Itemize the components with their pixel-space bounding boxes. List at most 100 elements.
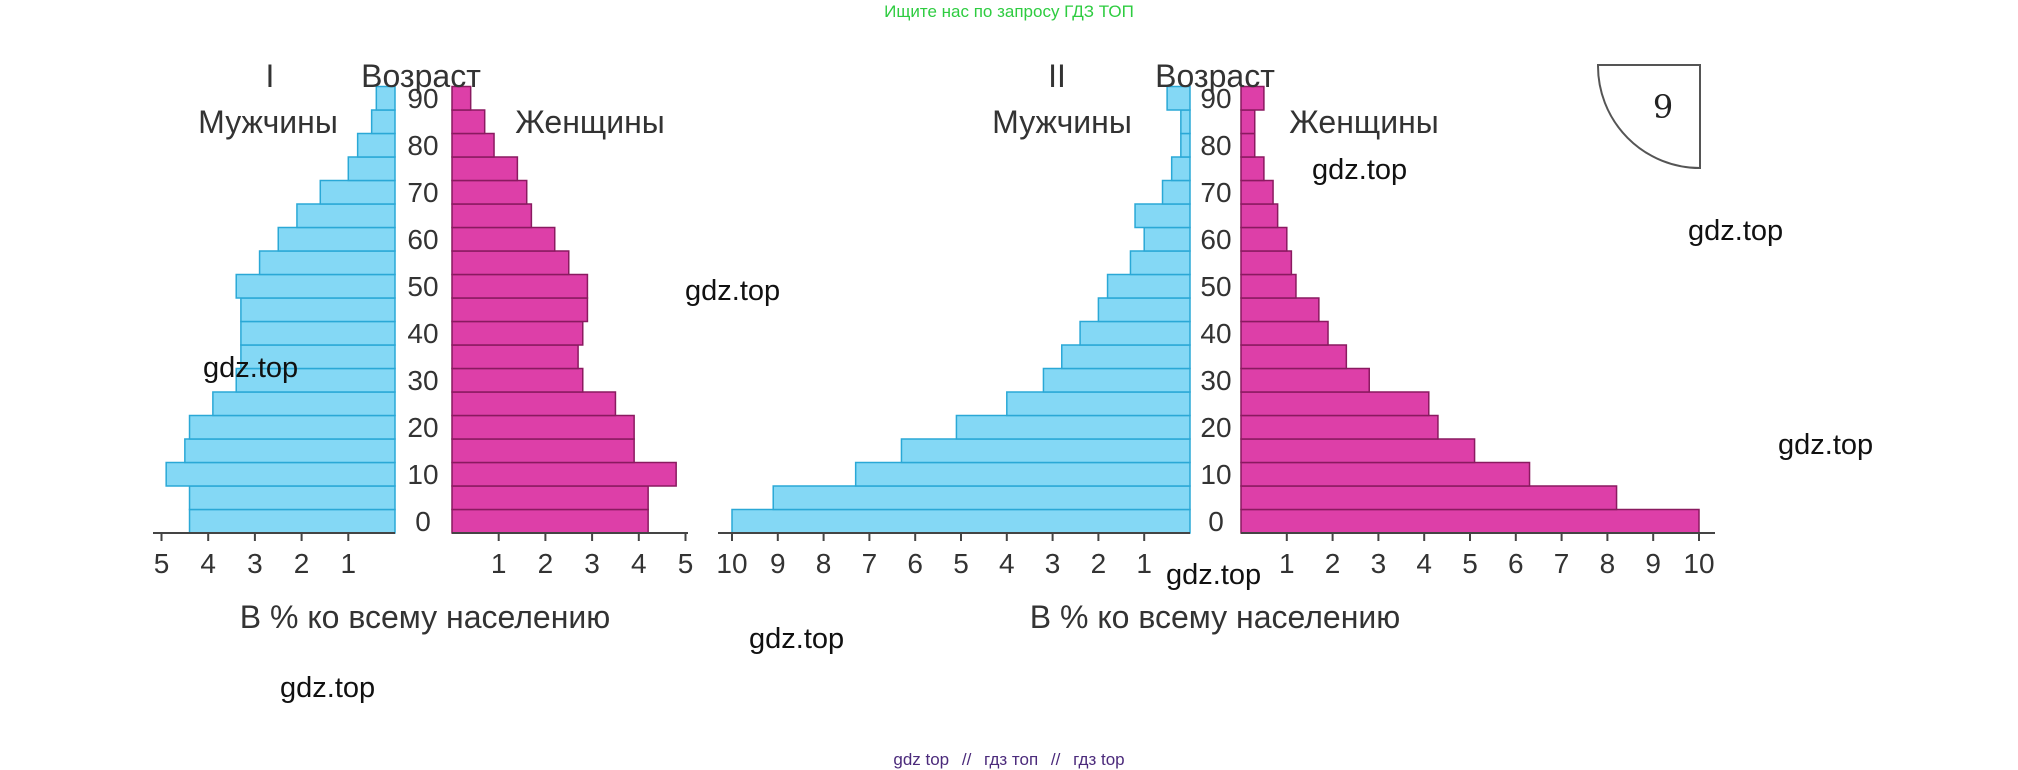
- female-bar: [1240, 250, 1293, 276]
- footer-link[interactable]: гдз top: [1073, 750, 1125, 769]
- female-bar: [451, 203, 533, 229]
- watermark-text: gdz.top: [1312, 154, 1407, 186]
- female-x-tick-label: 8: [1600, 548, 1616, 579]
- female-bar: [451, 273, 589, 299]
- age-tick-label: 80: [1200, 130, 1231, 161]
- female-x-tick-label: 4: [631, 548, 647, 579]
- female-bar: [1240, 203, 1279, 229]
- female-bar: [1240, 508, 1700, 534]
- male-bar: [1097, 297, 1191, 323]
- female-bar: [1240, 226, 1288, 252]
- watermark-text: gdz.top: [1688, 215, 1783, 247]
- female-legend-label: Женщины: [515, 104, 665, 140]
- female-bar: [1240, 414, 1439, 440]
- female-x-tick-label: 4: [1416, 548, 1432, 579]
- male-x-tick-label: 5: [953, 548, 969, 579]
- male-x-tick-label: 3: [1045, 548, 1061, 579]
- female-x-tick-label: 1: [1279, 548, 1295, 579]
- female-x-tick-label: 9: [1645, 548, 1661, 579]
- page-badge: 9: [1596, 64, 1701, 170]
- age-tick-label: 90: [407, 83, 438, 114]
- female-bar: [451, 461, 677, 487]
- male-bar: [1143, 226, 1191, 252]
- female-bar: [451, 132, 495, 158]
- male-x-tick-label: 9: [770, 548, 786, 579]
- chart-roman-numeral: II: [1048, 58, 1066, 94]
- male-x-tick-label: 3: [247, 548, 263, 579]
- male-legend-label: Мужчины: [198, 104, 338, 140]
- footer-links: gdz top // гдз топ // гдз top: [0, 750, 2018, 770]
- female-bar: [1240, 438, 1476, 464]
- female-bar: [1240, 461, 1531, 487]
- female-bar: [451, 438, 635, 464]
- watermark-text: gdz.top: [1778, 429, 1873, 461]
- female-x-tick-label: 3: [1371, 548, 1387, 579]
- male-bar: [240, 320, 396, 346]
- female-bar: [1240, 273, 1297, 299]
- age-tick-label: 60: [1200, 224, 1231, 255]
- age-tick-label: 20: [407, 412, 438, 443]
- male-bar: [1166, 85, 1191, 111]
- female-x-tick-label: 2: [1325, 548, 1341, 579]
- male-bar: [375, 85, 396, 111]
- female-x-tick-label: 5: [1462, 548, 1478, 579]
- footer-separator: //: [1050, 750, 1061, 769]
- footer-link[interactable]: гдз топ: [984, 750, 1039, 769]
- male-x-tick-label: 4: [200, 548, 216, 579]
- female-bar: [451, 391, 617, 417]
- male-bar: [184, 438, 396, 464]
- search-hint-link[interactable]: Ищите нас по запросу ГДЗ ТОП: [884, 2, 1134, 21]
- male-bar: [188, 414, 396, 440]
- female-x-tick-label: 10: [1683, 548, 1714, 579]
- watermark-text: gdz.top: [280, 672, 375, 704]
- male-x-tick-label: 5: [154, 548, 170, 579]
- female-x-tick-label: 1: [491, 548, 507, 579]
- male-bar: [356, 132, 396, 158]
- male-bar: [212, 391, 396, 417]
- male-bar: [955, 414, 1191, 440]
- female-x-tick-label: 5: [678, 548, 694, 579]
- female-bar: [451, 109, 486, 135]
- male-bar: [1134, 203, 1191, 229]
- male-bar: [1042, 367, 1191, 393]
- male-bar: [370, 109, 396, 135]
- male-bar: [188, 485, 396, 511]
- female-bar: [1240, 132, 1256, 158]
- female-bar: [1240, 320, 1329, 346]
- footer-link[interactable]: gdz top: [893, 750, 950, 769]
- male-bar: [319, 179, 396, 205]
- female-x-tick-label: 7: [1554, 548, 1570, 579]
- female-x-tick-label: 2: [538, 548, 554, 579]
- age-tick-label: 30: [407, 365, 438, 396]
- female-bar: [1240, 391, 1430, 417]
- male-x-tick-label: 1: [1136, 548, 1152, 579]
- female-bar: [451, 367, 584, 393]
- female-bar: [451, 414, 635, 440]
- age-tick-label: 90: [1200, 83, 1231, 114]
- male-bar: [1106, 273, 1191, 299]
- age-tick-label: 20: [1200, 412, 1231, 443]
- male-bar: [188, 508, 396, 534]
- female-bar: [1240, 156, 1265, 182]
- female-legend-label: Женщины: [1289, 104, 1439, 140]
- female-bar: [451, 320, 584, 346]
- age-tick-label: 50: [1200, 271, 1231, 302]
- age-tick-label: 10: [1200, 459, 1231, 490]
- male-bar: [1006, 391, 1191, 417]
- age-tick-label: 0: [415, 506, 431, 537]
- male-x-tick-label: 2: [294, 548, 310, 579]
- age-tick-label: 60: [407, 224, 438, 255]
- age-tick-label: 0: [1208, 506, 1224, 537]
- male-x-tick-label: 1: [341, 548, 357, 579]
- male-bar: [1180, 132, 1191, 158]
- female-bar: [1240, 367, 1370, 393]
- age-tick-label: 30: [1200, 365, 1231, 396]
- male-bar: [347, 156, 396, 182]
- chart-roman-numeral: I: [266, 58, 275, 94]
- female-bar: [451, 344, 579, 370]
- female-bar: [451, 226, 556, 252]
- male-x-tick-label: 10: [716, 548, 747, 579]
- male-bar: [1170, 156, 1191, 182]
- male-bar: [296, 203, 396, 229]
- male-x-tick-label: 7: [862, 548, 878, 579]
